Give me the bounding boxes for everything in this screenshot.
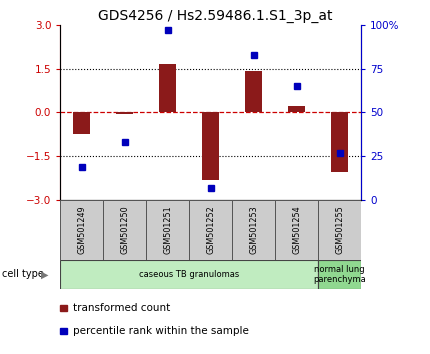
Text: caseous TB granulomas: caseous TB granulomas (139, 270, 240, 279)
Bar (60, 260, 318, 289)
Text: GSM501254: GSM501254 (292, 206, 301, 255)
Bar (318, 260, 361, 289)
Text: ▶: ▶ (41, 269, 49, 279)
Text: GSM501255: GSM501255 (335, 206, 344, 255)
Bar (245, 71, 262, 113)
Text: GSM501253: GSM501253 (249, 206, 258, 255)
Bar (232, 200, 275, 260)
Text: normal lung
parenchyma: normal lung parenchyma (313, 265, 366, 284)
Text: GDS4256 / Hs2.59486.1.S1_3p_at: GDS4256 / Hs2.59486.1.S1_3p_at (98, 9, 332, 23)
Bar (146, 200, 189, 260)
Text: GSM501249: GSM501249 (77, 206, 86, 255)
Text: GSM501250: GSM501250 (120, 206, 129, 255)
Bar (275, 200, 318, 260)
Bar (159, 64, 176, 113)
Text: GSM501251: GSM501251 (163, 206, 172, 255)
Text: GSM501252: GSM501252 (206, 206, 215, 255)
Text: percentile rank within the sample: percentile rank within the sample (73, 326, 249, 336)
Bar (60, 200, 103, 260)
Text: cell type: cell type (2, 269, 44, 279)
Text: transformed count: transformed count (73, 303, 170, 313)
Bar (189, 200, 232, 260)
Bar (103, 200, 146, 260)
Bar (331, 113, 348, 172)
Bar (73, 113, 90, 134)
Bar (288, 106, 305, 113)
Bar (318, 200, 361, 260)
Bar (116, 113, 133, 114)
Bar (202, 113, 219, 179)
